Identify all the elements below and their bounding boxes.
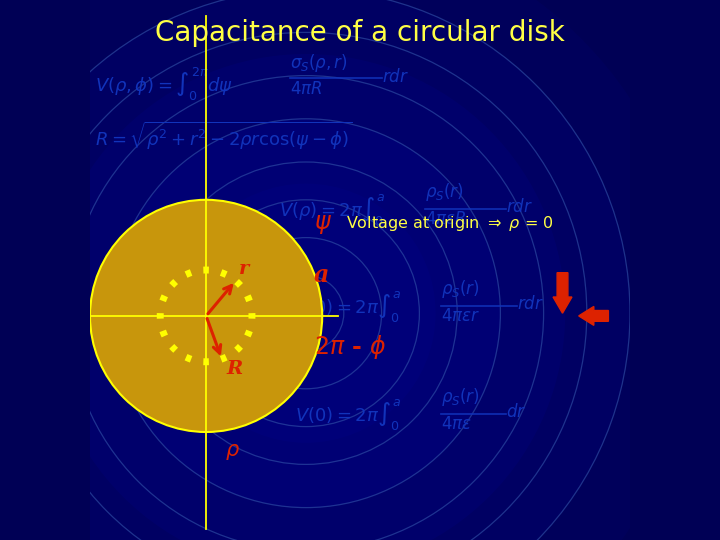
Text: $rdr$: $rdr$ [382,68,409,86]
Circle shape [0,0,630,540]
Text: $\rho$: $\rho$ [225,442,240,462]
Text: R: R [226,360,243,378]
Text: $4\pi\varepsilon$: $4\pi\varepsilon$ [441,416,472,433]
Circle shape [90,200,323,432]
Text: $\rho_S(r)$: $\rho_S(r)$ [441,386,480,408]
Text: $V(0) = 2\pi \int_0^a$: $V(0) = 2\pi \int_0^a$ [295,289,402,324]
Text: r: r [239,260,249,278]
Text: $\rho_S(r)$: $\rho_S(r)$ [441,278,480,300]
Text: $\sigma_S(\rho,r)$: $\sigma_S(\rho,r)$ [289,51,348,73]
Text: $V(\rho) = 2\pi \int_0^a$: $V(\rho) = 2\pi \int_0^a$ [279,192,386,227]
Text: $R = \sqrt{\rho^2 + r^2 - 2\rho r \cos(\psi - \phi)}$: $R = \sqrt{\rho^2 + r^2 - 2\rho r \cos(\… [95,119,354,152]
Circle shape [0,0,695,540]
Text: $4\pi\varepsilon r$: $4\pi\varepsilon r$ [441,308,480,325]
Circle shape [47,54,565,540]
Text: $4\pi\varepsilon R$: $4\pi\varepsilon R$ [425,211,467,228]
FancyArrow shape [579,306,608,325]
Text: $4\pi R$: $4\pi R$ [289,82,323,98]
Text: $dr$: $dr$ [505,403,526,421]
Circle shape [176,184,436,443]
Text: $V(0) = 2\pi \int_0^a$: $V(0) = 2\pi \int_0^a$ [295,397,402,432]
Text: $2\pi$ - $\phi$: $2\pi$ - $\phi$ [314,333,387,361]
Text: Capacitance of a circular disk: Capacitance of a circular disk [155,19,565,47]
Text: $\psi$: $\psi$ [314,213,332,237]
Text: $rdr$: $rdr$ [505,198,533,215]
Text: $\rho_S(r)$: $\rho_S(r)$ [425,181,464,203]
Text: $rdr$: $rdr$ [517,295,544,313]
Circle shape [112,119,500,508]
Text: Voltage at origin $\Rightarrow$ $\rho$ = 0: Voltage at origin $\Rightarrow$ $\rho$ =… [346,214,554,233]
FancyArrow shape [553,273,572,313]
Text: a: a [314,264,329,287]
Text: $V(\rho,\phi) = \int_0^{2\pi} d\psi$: $V(\rho,\phi) = \int_0^{2\pi} d\psi$ [95,66,233,103]
